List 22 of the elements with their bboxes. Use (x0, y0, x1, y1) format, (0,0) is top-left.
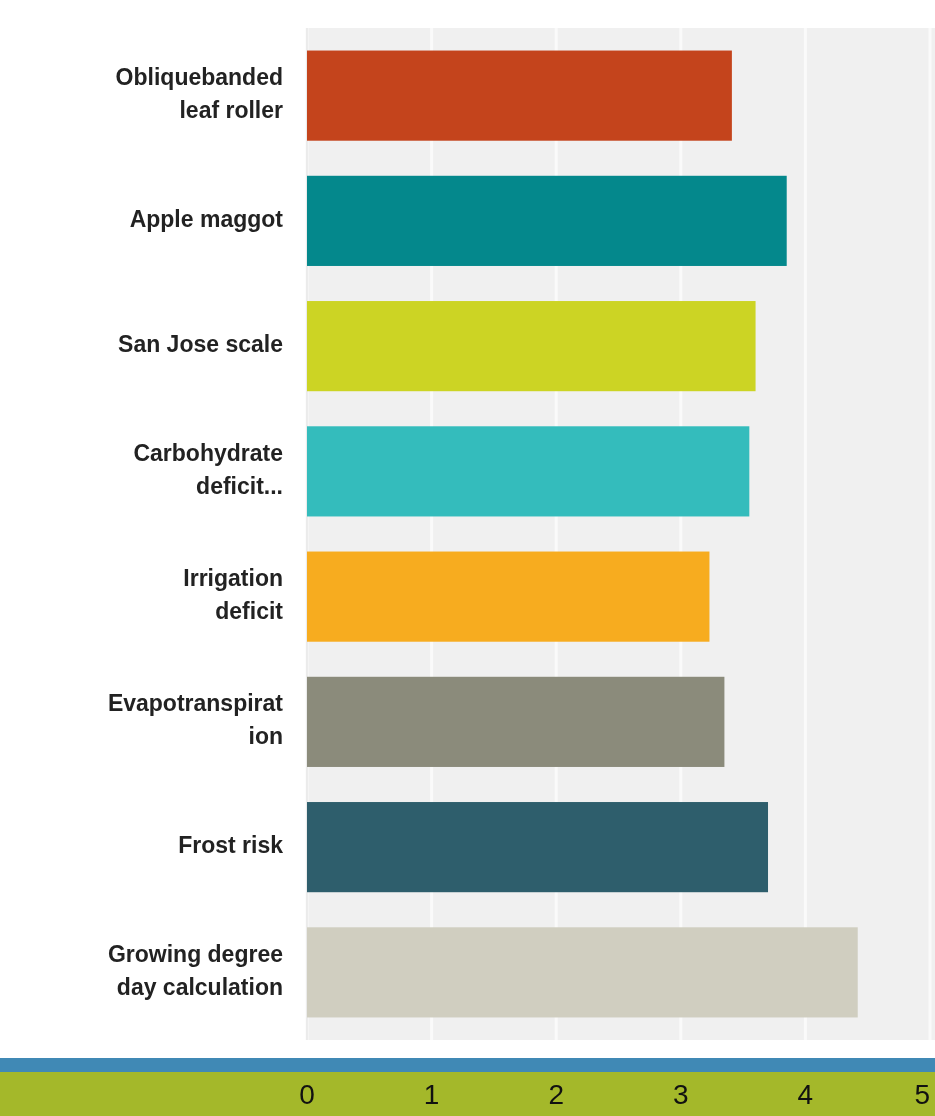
y-tick-label: Irrigation deficit (183, 565, 284, 625)
x-tick-label: 2 (548, 1079, 564, 1110)
y-tick-label: San Jose scale (118, 331, 283, 358)
x-tick-label: 5 (914, 1079, 930, 1110)
y-tick-label: Frost risk (178, 832, 284, 859)
bar (307, 175, 787, 266)
bar (307, 927, 858, 1018)
x-tick-label: 1 (423, 1079, 440, 1110)
bar (307, 802, 769, 893)
x-tick-label: 0 (299, 1079, 315, 1110)
bar (307, 301, 756, 392)
y-tick-label: Evapotranspiration (107, 690, 284, 750)
y-tick-label: Obliquebanded leaf roller (115, 64, 284, 124)
y-tick-label: Growing degree day calculation (107, 940, 283, 1000)
y-tick-label: Carbohydrate deficit... (133, 439, 283, 499)
x-tick-label: 3 (673, 1079, 689, 1110)
y-tick-label: Apple maggot (129, 205, 284, 232)
bar (307, 676, 725, 767)
bar (307, 426, 750, 517)
bar (307, 50, 732, 141)
bar (307, 551, 710, 642)
x-tick-label: 4 (797, 1079, 814, 1110)
